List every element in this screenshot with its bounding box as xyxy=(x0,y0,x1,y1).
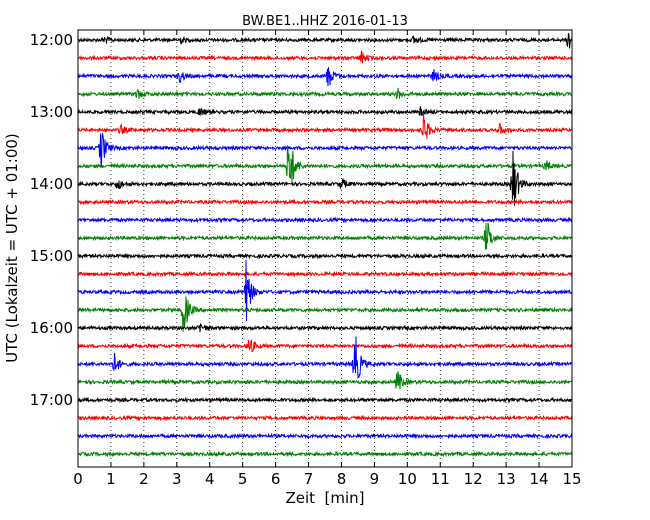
seismic-trace xyxy=(77,414,573,422)
seismic-trace xyxy=(77,322,573,333)
y-tick-label: 16:00 xyxy=(30,319,73,337)
axes: 0 1 2 3 4 5 6 7 8 9 10 11 12 13 14 1512:0013:0014:0015:… xyxy=(30,30,582,488)
chart-title: BW.BE1..HHZ 2016-01-13 xyxy=(242,14,408,29)
grid xyxy=(78,30,572,467)
x-tick-label: 5 xyxy=(238,470,248,488)
x-tick-label: 7 xyxy=(304,470,314,488)
seismic-trace xyxy=(77,133,573,167)
seismic-trace xyxy=(77,296,573,332)
seismic-trace xyxy=(77,216,573,224)
x-tick-label: 1 xyxy=(106,470,116,488)
y-tick-label: 14:00 xyxy=(30,175,73,193)
plot-frame xyxy=(77,29,573,468)
seismic-trace xyxy=(77,145,573,184)
x-axis-label: Zeit [min] xyxy=(285,489,364,507)
seismic-trace xyxy=(77,336,573,379)
seismic-trace xyxy=(77,339,573,353)
seismic-trace xyxy=(77,396,573,404)
x-tick-label: 11 xyxy=(431,470,450,488)
x-tick-label: 4 xyxy=(205,470,215,488)
seismic-trace xyxy=(77,87,573,100)
seismic-trace xyxy=(77,50,573,64)
seismic-trace xyxy=(77,270,573,278)
seismic-trace xyxy=(77,150,573,206)
x-tick-label: 14 xyxy=(530,470,549,488)
x-tick-label: 12 xyxy=(464,470,483,488)
seismic-trace xyxy=(77,198,573,206)
seismic-trace xyxy=(77,106,573,116)
seismic-trace xyxy=(77,260,573,321)
trace-lines xyxy=(77,33,573,458)
x-tick-label: 0 xyxy=(73,470,83,488)
seismic-trace xyxy=(77,252,573,260)
x-tick-label: 15 xyxy=(562,470,581,488)
seismic-trace xyxy=(77,450,573,458)
y-tick-label: 15:00 xyxy=(30,247,73,265)
x-tick-label: 9 xyxy=(370,470,380,488)
x-tick-label: 6 xyxy=(271,470,281,488)
y-tick-label: 17:00 xyxy=(30,391,73,409)
y-tick-label: 13:00 xyxy=(30,103,73,121)
x-tick-label: 13 xyxy=(497,470,516,488)
seismic-trace xyxy=(77,222,573,250)
x-tick-label: 3 xyxy=(172,470,182,488)
seismic-trace xyxy=(77,67,573,87)
y-axis-label: UTC (Lokalzeit = UTC + 01:00) xyxy=(3,133,21,363)
seismic-trace xyxy=(77,371,573,390)
y-tick-label: 12:00 xyxy=(30,31,73,49)
seismic-trace xyxy=(77,432,573,440)
seismic-trace xyxy=(77,113,573,139)
x-tick-label: 8 xyxy=(337,470,347,488)
x-tick-label: 10 xyxy=(398,470,417,488)
seismic-trace xyxy=(77,33,573,49)
x-tick-label: 2 xyxy=(139,470,149,488)
